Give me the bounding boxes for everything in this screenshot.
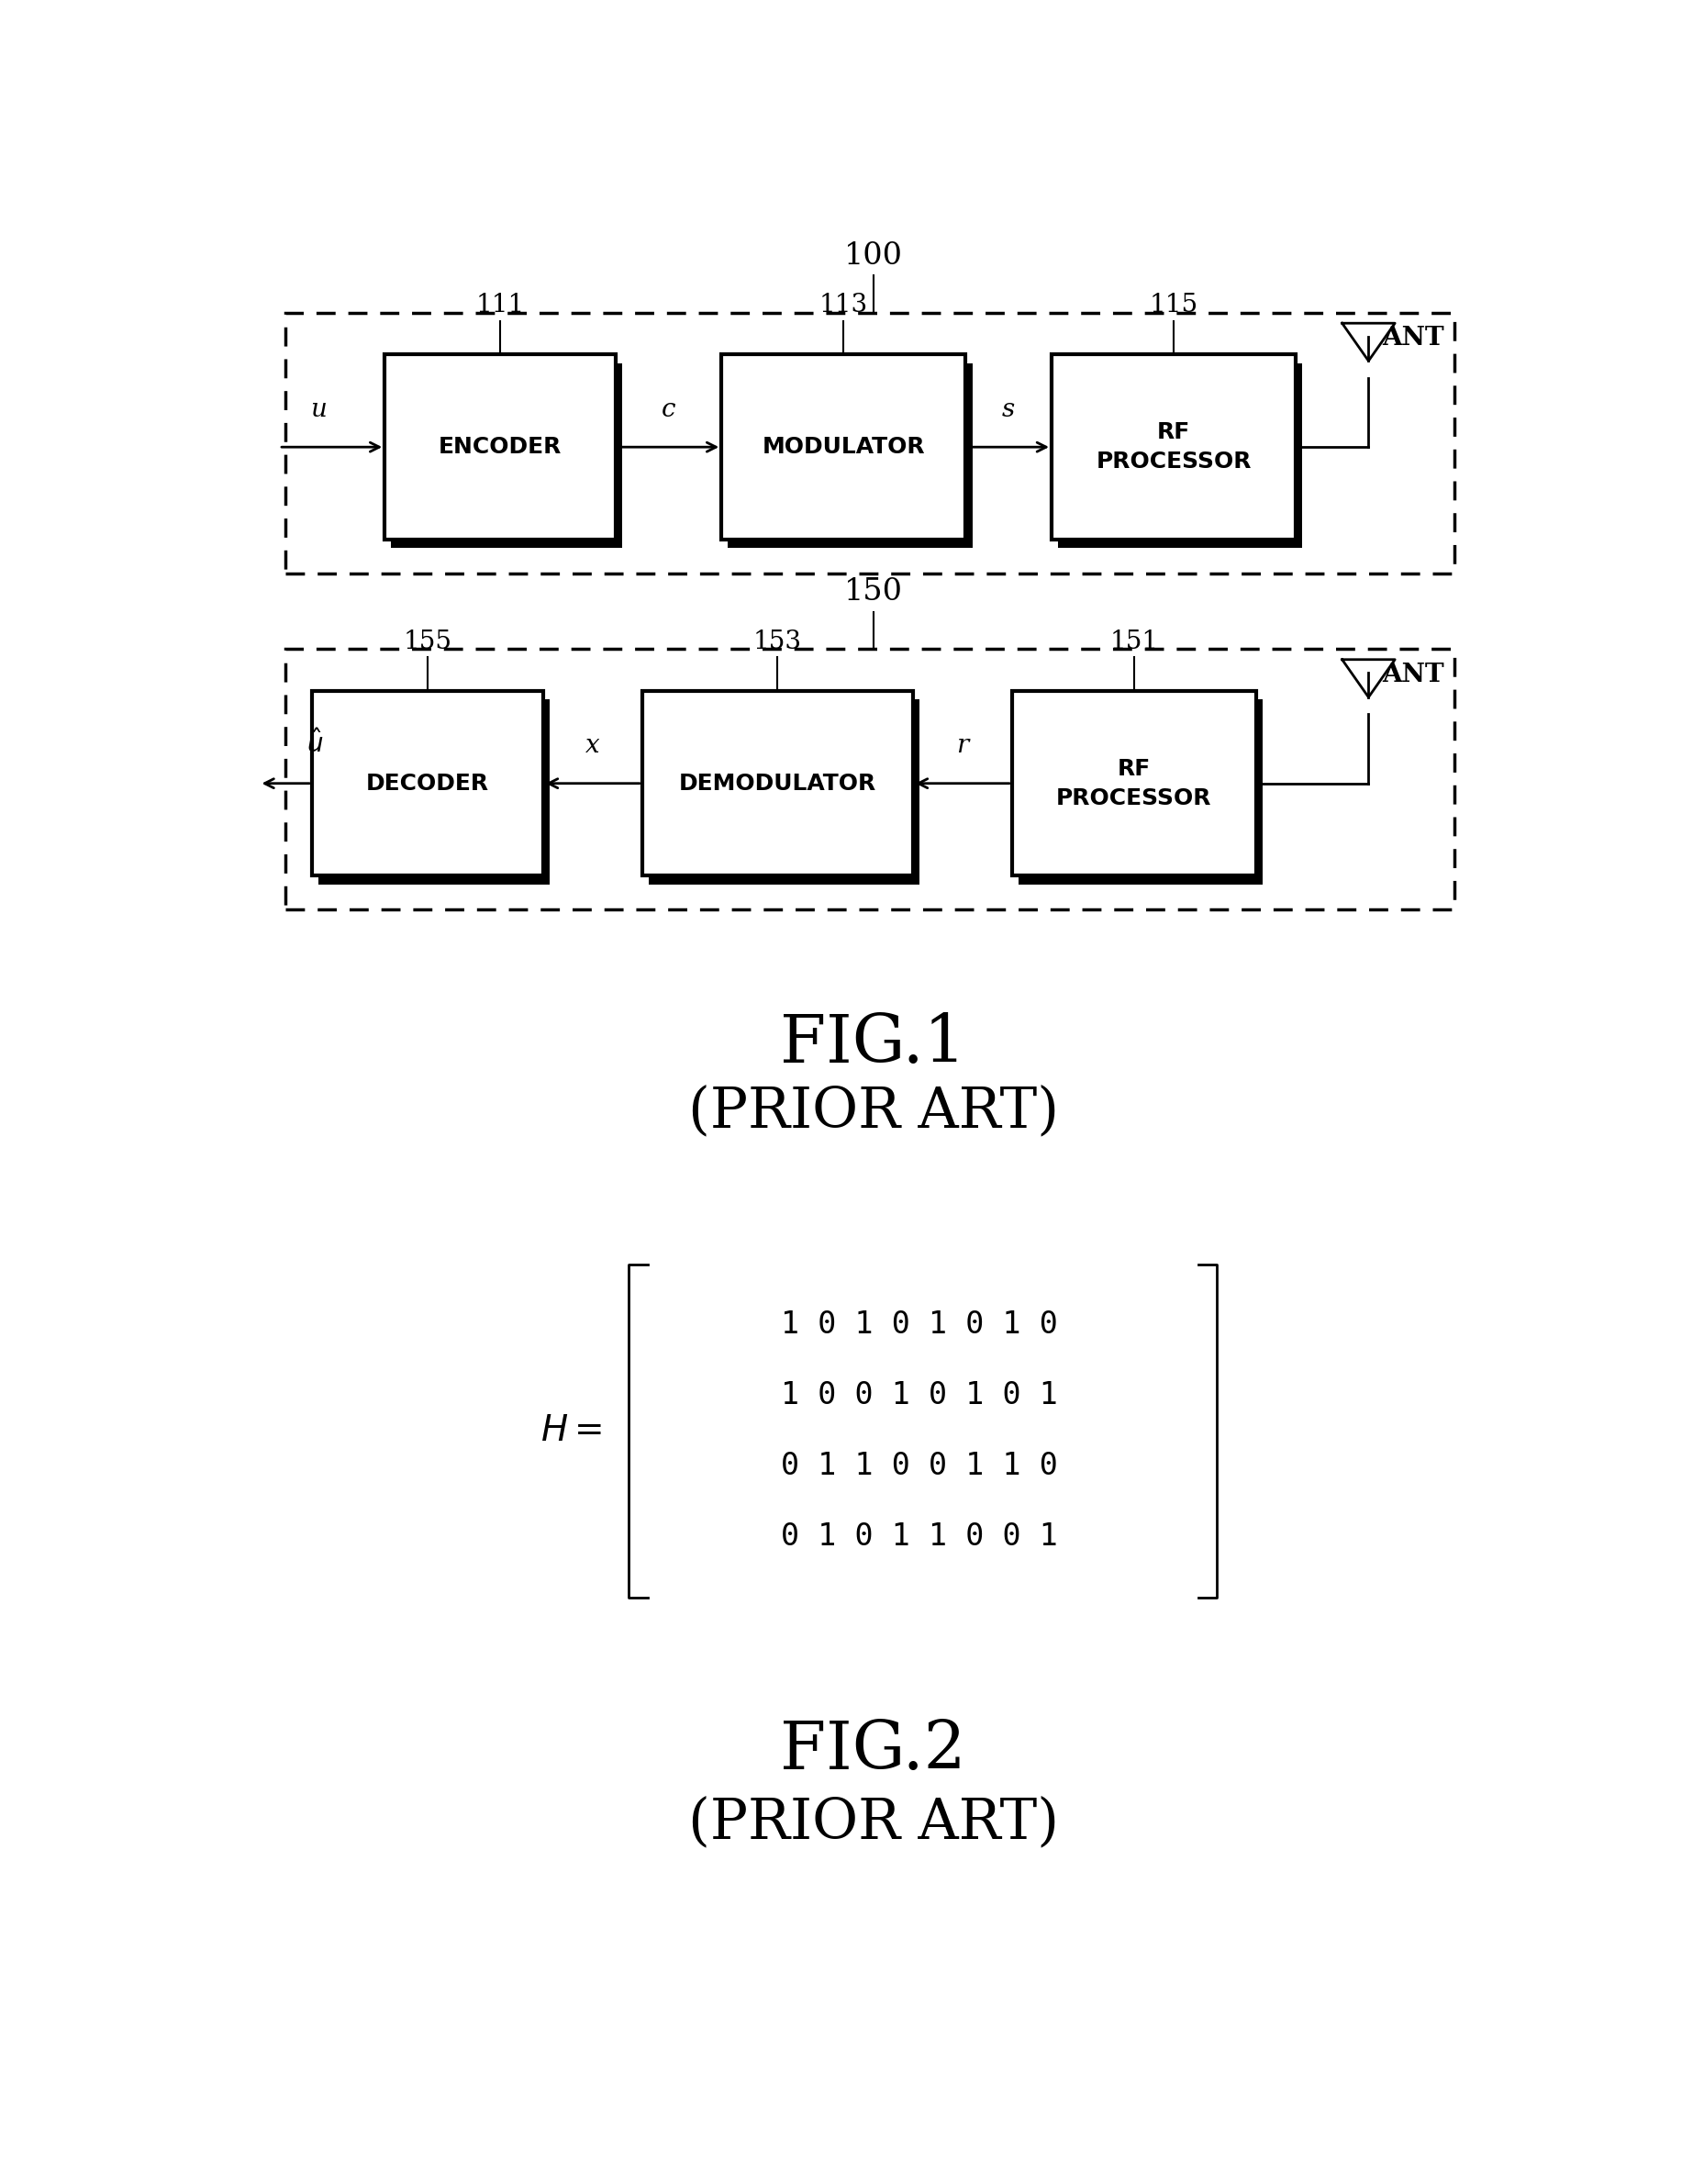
Text: ENCODER: ENCODER xyxy=(438,437,562,459)
Text: (PRIOR ART): (PRIOR ART) xyxy=(688,1083,1058,1138)
Text: 0 1 0 1 1 0 0 1: 0 1 0 1 1 0 0 1 xyxy=(780,1522,1058,1553)
Text: $H=$: $H=$ xyxy=(540,1413,603,1448)
Text: 113: 113 xyxy=(820,293,867,317)
Text: ANT: ANT xyxy=(1382,662,1443,688)
Bar xyxy=(286,312,1455,572)
Text: ANT: ANT xyxy=(1382,325,1443,352)
Text: 0 1 1 0 0 1 1 0: 0 1 1 0 0 1 1 0 xyxy=(780,1450,1058,1481)
Bar xyxy=(649,699,920,885)
Text: 1 0 1 0 1 0 1 0: 1 0 1 0 1 0 1 0 xyxy=(780,1310,1058,1341)
Text: 1 0 0 1 0 1 0 1: 1 0 0 1 0 1 0 1 xyxy=(780,1380,1058,1411)
Text: s: s xyxy=(1002,397,1016,422)
Text: RF
PROCESSOR: RF PROCESSOR xyxy=(1056,758,1212,808)
Text: RF
PROCESSOR: RF PROCESSOR xyxy=(1096,422,1251,472)
Text: 150: 150 xyxy=(843,577,903,607)
Bar xyxy=(319,699,550,885)
Bar xyxy=(1019,699,1263,885)
Text: c: c xyxy=(661,397,676,422)
Bar xyxy=(392,363,622,548)
Text: x: x xyxy=(586,734,600,758)
Text: r: r xyxy=(956,734,968,758)
Bar xyxy=(1058,363,1302,548)
Text: 100: 100 xyxy=(843,240,903,271)
Text: 111: 111 xyxy=(475,293,525,317)
Text: u: u xyxy=(310,397,327,422)
Text: (PRIOR ART): (PRIOR ART) xyxy=(688,1795,1058,1850)
Text: 115: 115 xyxy=(1150,293,1198,317)
Bar xyxy=(1012,690,1256,876)
Bar xyxy=(286,649,1455,909)
Text: FIG.2: FIG.2 xyxy=(780,1719,966,1782)
Bar xyxy=(1051,354,1297,539)
Bar xyxy=(728,363,973,548)
Bar xyxy=(312,690,544,876)
Text: MODULATOR: MODULATOR xyxy=(762,437,925,459)
Text: FIG.1: FIG.1 xyxy=(780,1011,966,1077)
Text: 153: 153 xyxy=(753,629,803,653)
Text: DEMODULATOR: DEMODULATOR xyxy=(678,773,876,795)
Bar xyxy=(385,354,615,539)
Text: DECODER: DECODER xyxy=(366,773,489,795)
Text: $\hat{u}$: $\hat{u}$ xyxy=(307,729,324,758)
Text: 155: 155 xyxy=(404,629,452,653)
Text: 151: 151 xyxy=(1109,629,1159,653)
Bar xyxy=(642,690,913,876)
Bar xyxy=(721,354,966,539)
